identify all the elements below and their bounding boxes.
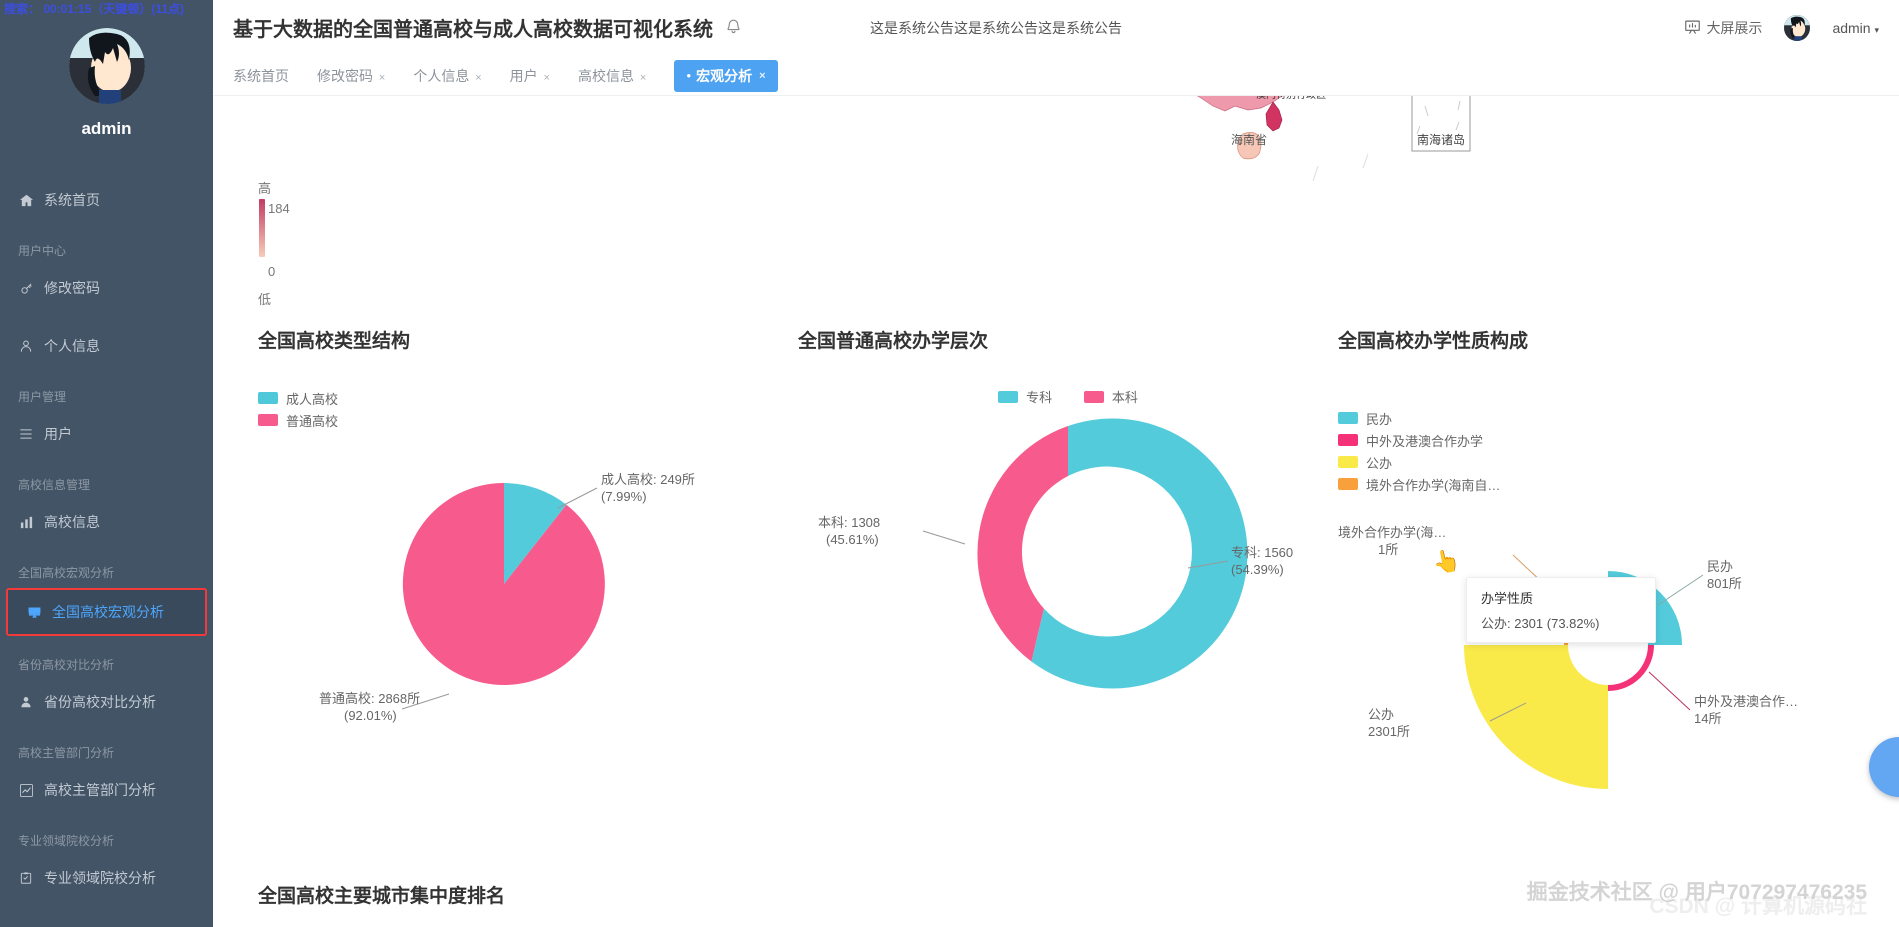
svg-text:专科: 1560: 专科: 1560 bbox=[1231, 545, 1293, 560]
svg-text:1所: 1所 bbox=[1378, 542, 1398, 557]
svg-text:民办: 民办 bbox=[1707, 559, 1733, 574]
svg-text:(54.39%): (54.39%) bbox=[1231, 562, 1284, 577]
svg-text:成人高校: 249所: 成人高校: 249所 bbox=[601, 472, 695, 487]
svg-text:普通高校: 2868所: 普通高校: 2868所 bbox=[319, 691, 420, 706]
svg-text:本科: 1308: 本科: 1308 bbox=[818, 515, 880, 530]
svg-text:14所: 14所 bbox=[1694, 711, 1721, 726]
svg-text:南海诸岛: 南海诸岛 bbox=[1417, 132, 1465, 147]
svg-text:(92.01%): (92.01%) bbox=[344, 708, 397, 723]
svg-text:(7.99%): (7.99%) bbox=[601, 489, 647, 504]
svg-text:公办: 公办 bbox=[1368, 707, 1394, 722]
svg-text:2301所: 2301所 bbox=[1368, 724, 1410, 739]
svg-text:801所: 801所 bbox=[1707, 576, 1742, 591]
svg-text:中外及港澳合作…: 中外及港澳合作… bbox=[1694, 694, 1798, 709]
svg-text:海南省: 海南省 bbox=[1231, 132, 1267, 147]
svg-text:澳门特别行政区: 澳门特别行政区 bbox=[1256, 96, 1326, 101]
svg-text:(45.61%): (45.61%) bbox=[826, 532, 879, 547]
svg-text:境外合作办学(海…: 境外合作办学(海… bbox=[1338, 525, 1446, 540]
